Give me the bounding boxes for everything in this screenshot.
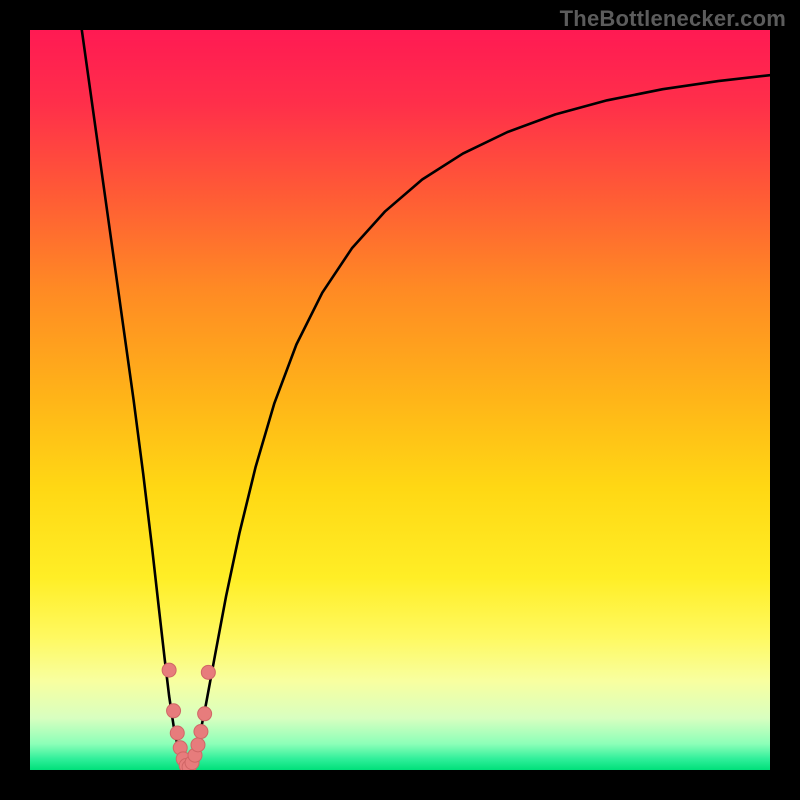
- plot-area: [30, 30, 770, 770]
- data-marker: [198, 707, 212, 721]
- chart-frame: TheBottlenecker.com: [0, 0, 800, 800]
- data-marker: [170, 726, 184, 740]
- data-marker: [191, 738, 205, 752]
- data-marker: [194, 725, 208, 739]
- chart-background: [30, 30, 770, 770]
- data-marker: [162, 663, 176, 677]
- watermark-text: TheBottlenecker.com: [560, 6, 786, 32]
- chart-svg: [30, 30, 770, 770]
- data-marker: [201, 665, 215, 679]
- data-marker: [167, 704, 181, 718]
